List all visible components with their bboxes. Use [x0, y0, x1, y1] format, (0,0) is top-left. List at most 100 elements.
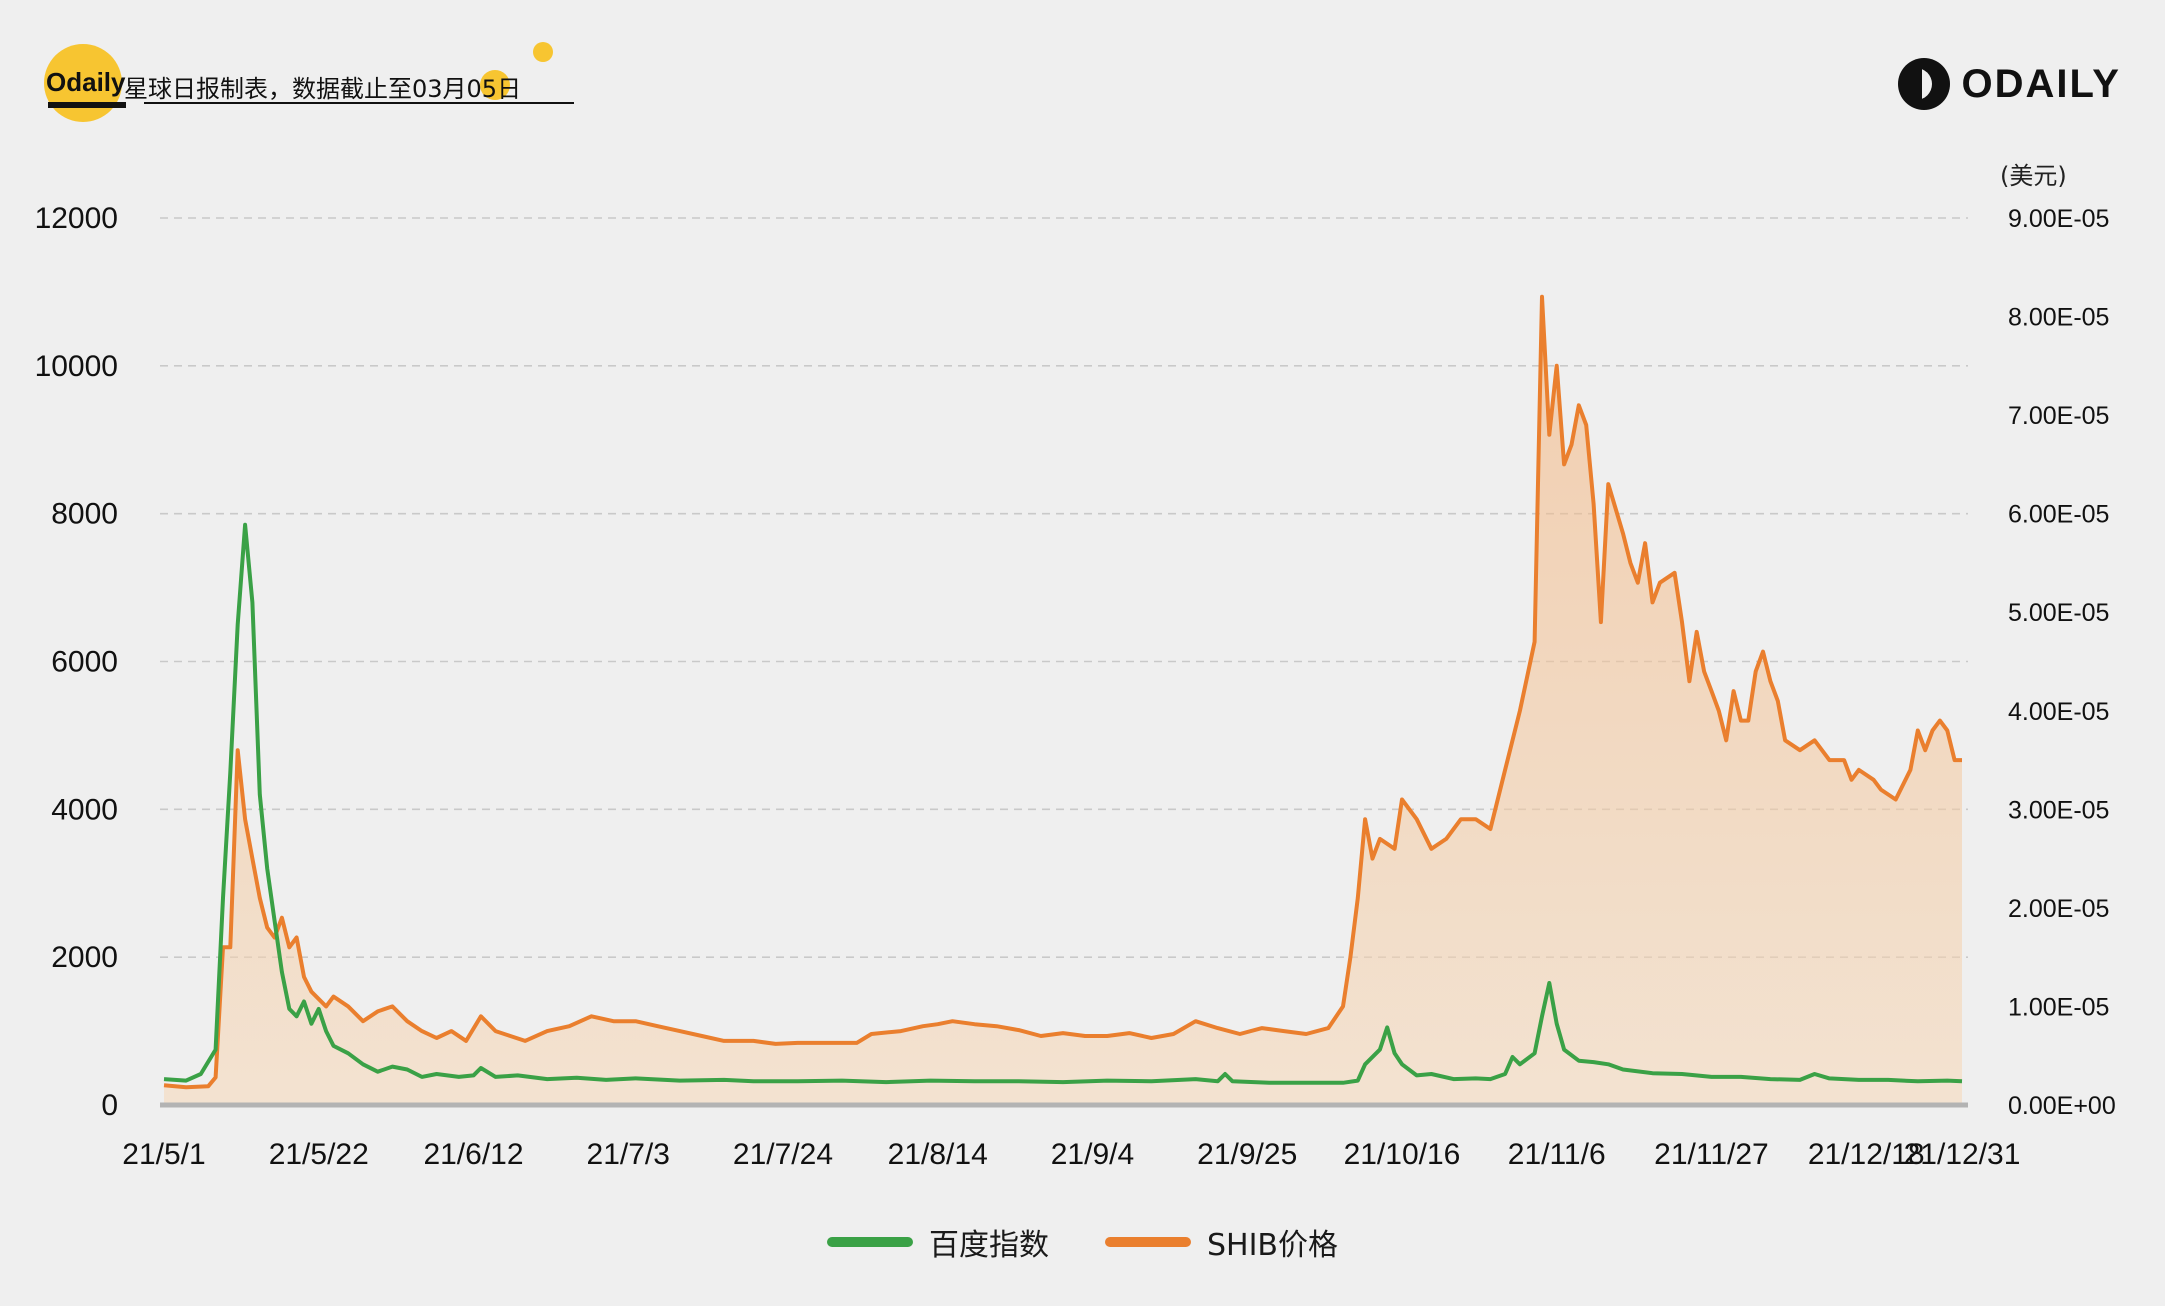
shib-point: [509, 1035, 511, 1037]
legend-item-baidu: 百度指数: [826, 1220, 1049, 1264]
shib-point: [1430, 848, 1432, 850]
shib-point: [391, 1005, 393, 1007]
baidu-point: [1710, 1076, 1712, 1078]
shib-point: [1106, 1035, 1108, 1037]
baidu-point: [1268, 1082, 1270, 1084]
shib-point: [1128, 1032, 1130, 1034]
shib-point: [435, 1037, 437, 1039]
shib-point: [1541, 296, 1543, 298]
shib-point: [826, 1042, 828, 1044]
baidu-point: [1474, 1077, 1476, 1079]
baidu-point: [1813, 1073, 1815, 1075]
shib-point: [973, 1023, 975, 1025]
legend-label-baidu: 百度指数: [928, 1228, 1049, 1263]
shib-point: [185, 1086, 187, 1088]
shib-point: [634, 1020, 636, 1022]
brand-underline: [48, 102, 126, 108]
shib-point: [295, 936, 297, 938]
shib-area: [164, 296, 1962, 1105]
x-tick-label: 21/9/25: [1197, 1138, 1297, 1171]
shib-point: [1261, 1027, 1263, 1029]
shib-area-fill: [164, 296, 1962, 1105]
shib-point: [480, 1015, 482, 1017]
shib-point: [1217, 1027, 1219, 1029]
baidu-point: [288, 1008, 290, 1010]
shib-point: [1519, 710, 1521, 712]
series-line-shib: [163, 294, 1962, 1090]
baidu-point: [973, 1080, 975, 1082]
shib-point: [1305, 1033, 1307, 1035]
baidu-point: [1651, 1072, 1653, 1074]
shib-point: [214, 1076, 216, 1078]
shib-point: [266, 926, 268, 928]
shib-point: [797, 1042, 799, 1044]
y-right-tick-label: 3.00E-05: [2008, 796, 2109, 824]
baidu-point: [214, 1048, 216, 1050]
y-left-tick-label: 12000: [35, 202, 118, 235]
baidu-point: [1401, 1063, 1403, 1065]
baidu-point: [1799, 1079, 1801, 1081]
shib-point: [259, 897, 261, 899]
shib-point: [1379, 838, 1381, 840]
y-left-tick-label: 4000: [51, 793, 118, 826]
shib-point: [1769, 680, 1771, 682]
shib-point: [310, 990, 312, 992]
shib-point: [1777, 700, 1779, 702]
baidu-point: [1106, 1079, 1108, 1081]
shib-point: [1858, 769, 1860, 771]
baidu-point: [1393, 1052, 1395, 1054]
shib-point: [679, 1030, 681, 1032]
shib-point: [568, 1025, 570, 1027]
shib-point: [1585, 424, 1587, 426]
shib-point: [332, 995, 334, 997]
shib-point: [1961, 759, 1963, 761]
shib-point: [236, 749, 238, 751]
shib-point: [546, 1030, 548, 1032]
brand-dot: [533, 42, 553, 62]
shib-point: [251, 857, 253, 859]
shib-point: [207, 1085, 209, 1087]
baidu-point: [236, 623, 238, 625]
baidu-point: [575, 1076, 577, 1078]
baidu-point: [546, 1078, 548, 1080]
baidu-point: [1504, 1073, 1506, 1075]
shib-point: [376, 1010, 378, 1012]
shib-point: [1953, 759, 1955, 761]
shib-point: [1556, 365, 1558, 367]
baidu-point: [752, 1080, 754, 1082]
shib-point: [1710, 690, 1712, 692]
baidu-point: [472, 1074, 474, 1076]
shib-point: [1445, 838, 1447, 840]
shib-point: [701, 1035, 703, 1037]
baidu-point: [435, 1073, 437, 1075]
shib-point: [1357, 897, 1359, 899]
baidu-point: [1607, 1063, 1609, 1065]
shib-point: [612, 1020, 614, 1022]
baidu-point: [1519, 1063, 1521, 1065]
x-tick-label: 21/12/18: [1808, 1138, 1925, 1171]
shib-point: [1592, 503, 1594, 505]
shib-point: [1349, 956, 1351, 958]
baidu-point: [1578, 1059, 1580, 1061]
shib-point: [450, 1030, 452, 1032]
shib-point: [1924, 749, 1926, 751]
baidu-point: [281, 971, 283, 973]
x-tick-label: 21/10/16: [1344, 1138, 1461, 1171]
shib-point: [1533, 641, 1535, 643]
series-lines: [163, 294, 1963, 1090]
shib-point: [657, 1025, 659, 1027]
shib-point: [1799, 749, 1801, 751]
baidu-point: [200, 1073, 202, 1075]
shib-point: [900, 1030, 902, 1032]
baidu-point: [266, 867, 268, 869]
shib-point: [1880, 788, 1882, 790]
baidu-point: [1961, 1080, 1963, 1082]
shib-point: [1939, 719, 1941, 721]
x-tick-label: 21/11/27: [1654, 1138, 1769, 1171]
baidu-point: [1858, 1079, 1860, 1081]
odaily-logo: ODAILY: [1897, 58, 2121, 110]
x-tick-label: 21/5/22: [269, 1138, 369, 1171]
y-right-tick-label: 8.00E-05: [2008, 304, 2109, 332]
shib-point: [1703, 670, 1705, 672]
